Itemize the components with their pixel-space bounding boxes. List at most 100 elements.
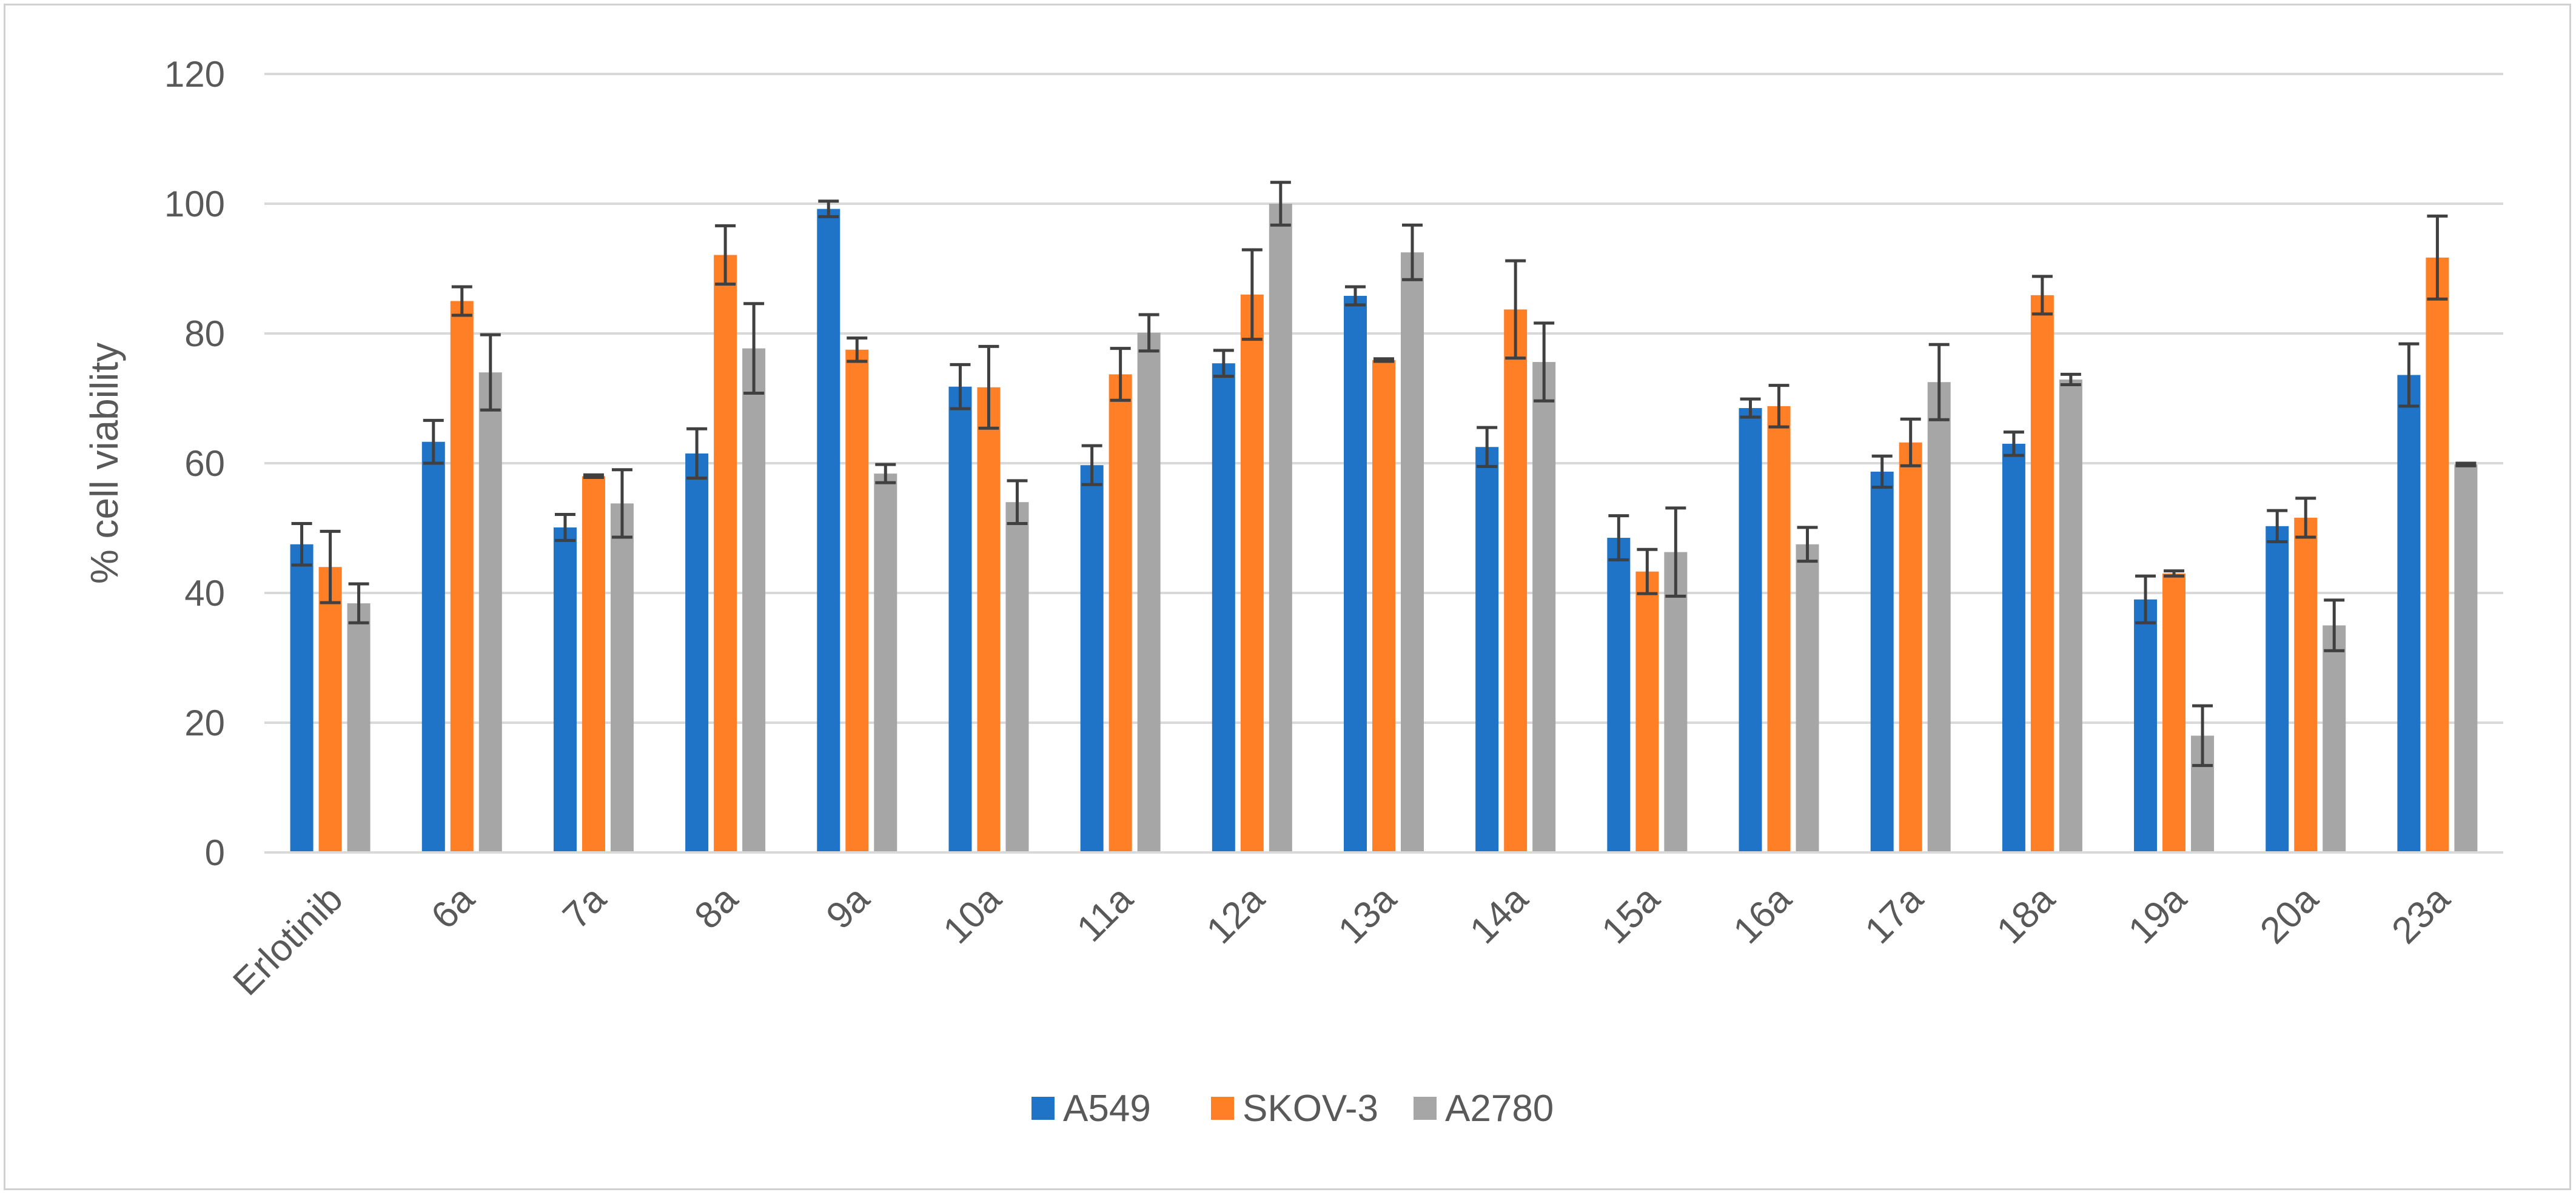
error-bar [2003,430,2024,457]
bar-skov3-9a [845,349,869,852]
y-tick-label: 100 [164,184,225,224]
bar-a549-18a [2002,443,2025,852]
error-bar [423,418,444,465]
bar-a549-6a [421,441,445,852]
x-tick-label: 23a [2384,878,2458,952]
error-bar [1270,181,1291,227]
bar-skov3-10a [977,387,1001,852]
y-tick-label: 60 [184,443,225,484]
bar-a2780-6a [478,372,502,852]
x-tick-label: 12a [1199,878,1273,952]
legend-label: SKOV-3 [1243,1088,1378,1130]
error-bar [1797,526,1818,563]
bar-a2780-10a [1005,502,1029,852]
bar-skov3-20a [2294,517,2318,852]
error-bar [2398,342,2420,408]
error-bar [2295,497,2316,539]
bar-skov3-19a [2162,573,2186,852]
bars [290,204,2478,852]
bar-skov3-15a [1635,571,1659,852]
error-bar [2031,275,2053,316]
error-bar [554,513,575,542]
bar-a2780-13a [1401,252,1424,852]
error-bar [1213,349,1234,378]
bar-skov3-14a [1504,309,1528,852]
bar-skov3-23a [2426,257,2449,852]
bar-a2780-15a [1664,552,1688,852]
bar-a2780-11a [1137,332,1161,852]
error-bar [1534,321,1555,403]
legend: A549 SKOV-3 A2780 [1031,1088,1554,1130]
bar-a2780-erlotinib [347,603,371,852]
error-bar [2427,214,2448,301]
bar-skov3-18a [2030,295,2054,852]
bar-a549-13a [1344,295,1367,852]
legend-swatch [1211,1097,1234,1120]
chart-frame: 0 20 40 60 80 100 120 Erlotinib 6a 7a 8a 9a 10a 11a 1… [4,4,2571,1190]
x-axis-ticks: Erlotinib 6a 7a 8a 9a 10a 11a 12a 13a 14a 15a 16a 17… [225,878,2458,1004]
error-bar [950,363,971,410]
bar-a549-16a [1739,408,1762,852]
error-bar [2455,461,2477,467]
error-bar [451,285,472,317]
bar-a2780-20a [2323,625,2346,852]
bar-a549-11a [1080,465,1104,852]
error-bar [686,427,708,480]
error-bar [715,224,736,286]
x-tick-label: 9a [819,878,878,937]
error-bar [611,468,632,539]
y-tick-label: 40 [184,573,225,614]
bar-a549-17a [1870,471,1894,852]
bar-a2780-16a [1796,544,1819,852]
error-bar [1374,357,1394,363]
x-tick-label: 10a [935,878,1009,952]
error-bar [1402,223,1423,281]
x-tick-label: 19a [2121,878,2195,952]
legend-item-skov3: SKOV-3 [1211,1088,1378,1130]
error-bar [2192,704,2213,768]
x-tick-label: 15a [1594,878,1668,952]
error-bar [875,463,896,484]
bar-a549-23a [2397,375,2421,852]
error-bar [2324,598,2345,652]
error-bar [1241,248,1263,341]
y-tick-label: 20 [184,703,225,743]
error-bar [1110,347,1131,402]
error-bar [291,522,312,567]
error-bar [1900,417,1921,467]
error-bar [320,529,341,604]
error-bar [1665,506,1686,598]
error-bar [1138,313,1159,353]
error-bar [1081,444,1102,486]
x-tick-label: 13a [1330,878,1404,952]
error-bar [2164,569,2185,578]
bar-skov3-6a [450,301,474,852]
bar-a549-9a [817,209,840,852]
bar-a549-14a [1475,447,1499,852]
x-tick-label: 6a [423,878,483,937]
error-bar [847,336,868,363]
error-bar [1768,384,1789,429]
x-tick-label: 17a [1857,878,1931,952]
error-bar [818,199,839,218]
bar-a2780-18a [2059,379,2082,852]
bar-a549-erlotinib [290,544,314,852]
bar-skov3-7a [582,476,605,852]
bar-a2780-8a [742,348,766,852]
bar-a2780-17a [1927,382,1951,852]
bar-chart: 0 20 40 60 80 100 120 Erlotinib 6a 7a 8a 9a 10a 11a 1… [82,54,2503,1130]
error-bar [480,333,501,412]
error-bar [1505,259,1526,360]
error-bar [1477,426,1498,468]
bar-a549-8a [685,453,709,852]
error-bar [2267,509,2288,543]
error-bar [743,302,765,395]
legend-label: A549 [1063,1088,1151,1130]
bar-a549-10a [948,386,972,852]
bar-a2780-14a [1532,362,1556,852]
bar-a549-7a [553,527,577,852]
bar-skov3-17a [1899,442,1922,852]
x-tick-label: 11a [1069,878,1141,950]
legend-swatch [1414,1097,1437,1120]
error-bars [291,181,2477,768]
